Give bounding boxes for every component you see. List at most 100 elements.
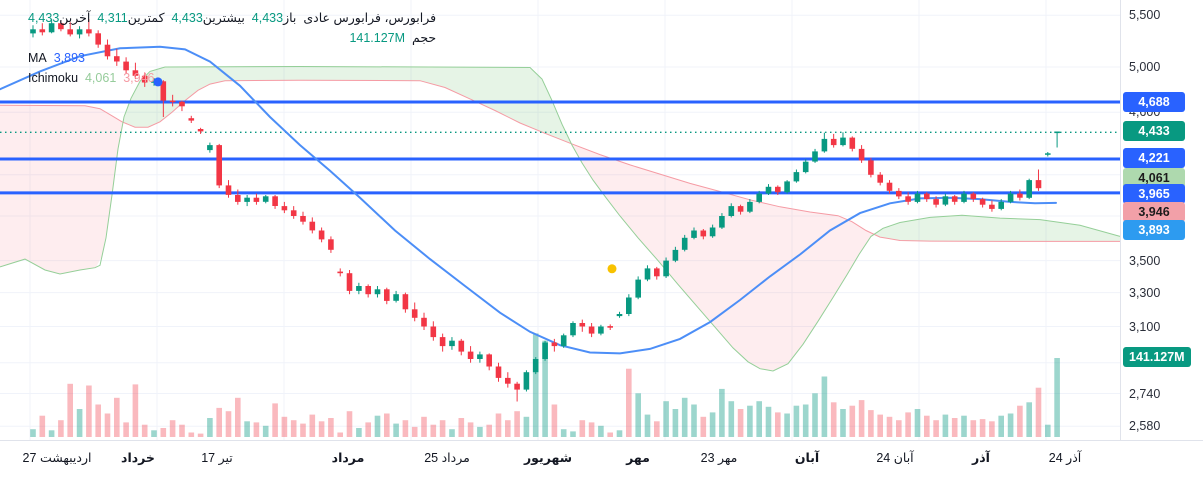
candle-body [207,145,213,151]
candle-body [132,70,139,76]
volume-bar [709,412,716,437]
legend-volume-row[interactable]: حجم 141.127M [28,28,436,48]
volume-bar [169,420,176,437]
event-marker-dot[interactable] [607,264,617,274]
candle-body [989,204,995,209]
candle-body [188,118,195,121]
volume-bar [30,429,36,437]
candle-body [654,268,660,277]
price-tick-label: 2,740 [1129,386,1161,401]
ichimoku-span-a-value: 4,061 [84,71,117,85]
volume-bar [430,424,437,437]
candle-body [1045,153,1051,155]
candle-body [244,197,250,202]
candle-body [691,230,697,238]
last-value: 4,433 [28,11,60,25]
price-axis[interactable]: 5,500 5,000 4,600 3,500 3,300 3,100 2,740 2,580… [1120,0,1203,440]
volume-bar [123,422,129,437]
ichimoku-cloud-red [571,143,876,371]
candle-body [784,181,790,193]
time-axis[interactable]: 27 اردیبهشت خرداد 17 تیر مرداد 25 مرداد شهریو… [0,440,1203,478]
price-tick-label: 3,300 [1129,285,1161,300]
volume-bar [840,409,846,437]
candle-body [700,230,707,237]
volume-bar [802,404,809,437]
price-badge: 4,221 [1123,148,1185,168]
volume-bar [635,393,641,437]
last-label: آخرین [59,11,91,25]
time-tick-label: مهر [626,451,650,465]
chart-legend: فرابورس، فرابورس عادی باز4,433 بیشترین4,… [28,8,436,88]
candle-body [318,230,325,240]
price-badge: 141.127M [1123,347,1191,367]
candle-body [709,227,716,237]
legend-ohlc-row[interactable]: فرابورس، فرابورس عادی باز4,433 بیشترین4,… [28,8,436,28]
candle-body [76,29,83,35]
legend-ma-row[interactable]: MA 3,893 [28,48,436,68]
volume-bar [784,413,790,437]
volume-bar [989,421,995,437]
volume-bar [747,405,753,437]
price-badge: 4,688 [1123,92,1185,112]
candle-body [849,137,856,149]
volume-bar [560,429,567,437]
volume-bar [39,415,46,437]
candle-body [747,201,753,212]
high-value: 4,433 [171,11,203,25]
candle-body [570,323,576,336]
price-tick-label: 2,580 [1129,419,1161,434]
candle-body [86,29,92,34]
volume-bar [384,413,390,437]
candle-body [942,196,949,205]
ma-value: 3,893 [53,51,85,65]
volume-bar [607,432,613,437]
candle-body [933,199,939,205]
volume-bar [309,414,316,437]
candle-body [616,314,623,317]
candle-body [1017,193,1023,198]
time-tick-label: شهریور [523,451,573,465]
candle-body [114,56,120,62]
low-label: کمترین [127,11,165,25]
volume-value: 141.127M [349,31,406,45]
volume-bar [179,424,185,437]
volume-bar [663,401,669,437]
candle-body [495,366,502,378]
candle-body [328,239,334,250]
candle-body [961,193,967,202]
candle-body [896,190,902,197]
candle-body [802,161,809,173]
candle-body [281,206,288,211]
volume-bar [1054,358,1060,437]
candle-body [486,354,492,367]
candle-body [356,286,362,291]
volume-bar [700,416,707,437]
candle-body [67,29,73,35]
candle-body [905,196,911,202]
volume-bar [346,411,353,437]
event-marker-dot[interactable] [153,77,163,87]
candle-body [560,335,567,347]
volume-bar [570,431,576,437]
volume-bar [644,414,651,437]
ichimoku-label: Ichimoku [28,71,79,85]
volume-bar [197,433,204,437]
candle-body [235,195,241,202]
candle-body [719,216,725,228]
legend-ichimoku-row[interactable]: Ichimoku 4,061 3,946 [28,68,436,88]
candle-body [542,342,548,359]
volume-bar [374,415,381,437]
ma-line [0,45,1057,355]
ichimoku-cloud-green [876,215,1120,242]
volume-bar [356,428,362,437]
candle-body [309,221,316,231]
low-value: 4,311 [97,11,128,25]
time-tick-label: 27 اردیبهشت [22,451,92,465]
candle-body [737,206,744,212]
candle-body [430,326,437,338]
candle-body [505,377,511,384]
price-badge: 3,946 [1123,202,1185,222]
volume-bar [235,397,241,437]
